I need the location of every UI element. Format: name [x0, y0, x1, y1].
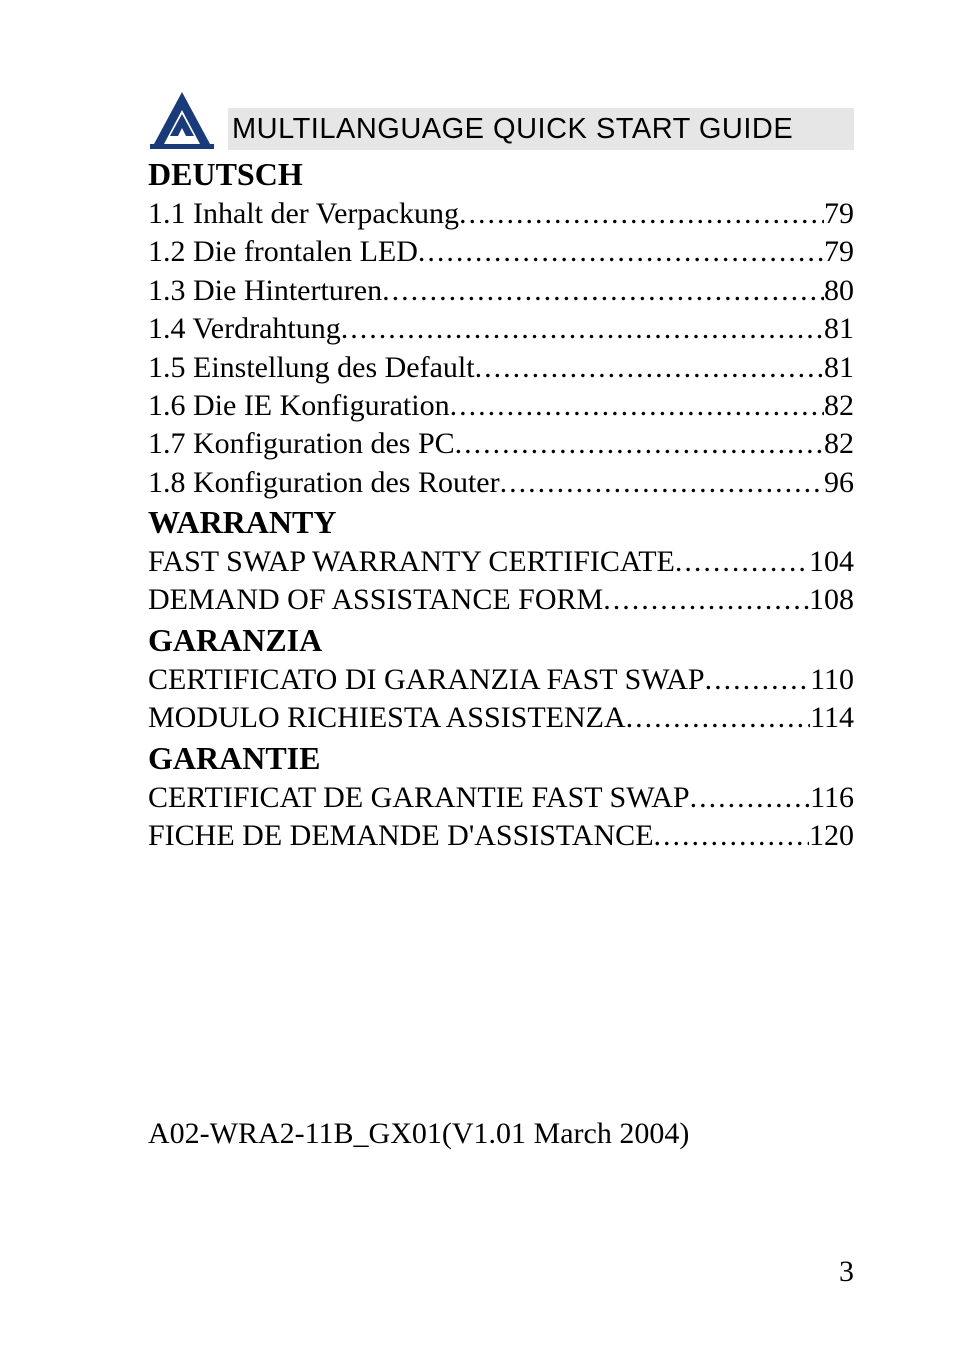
toc-label: FICHE DE DEMANDE D'ASSISTANCE — [148, 817, 654, 855]
toc-label: 1.3 Die Hinterturen — [148, 272, 382, 310]
toc-page: 82 — [824, 425, 854, 463]
toc-page: 116 — [810, 779, 854, 817]
toc-dots — [705, 661, 811, 699]
section-heading-garanzia: GARANZIA — [148, 620, 854, 661]
toc-dots — [626, 699, 810, 737]
section-heading-warranty: WARRANTY — [148, 502, 854, 543]
toc-label: 1.6 Die IE Konfiguration — [148, 387, 450, 425]
section-heading-deutsch: DEUTSCH — [148, 154, 854, 195]
toc-dots — [459, 195, 824, 233]
toc-dots — [455, 425, 824, 463]
toc-page: 96 — [824, 464, 854, 502]
toc-page: 104 — [809, 543, 854, 581]
toc-page: 110 — [810, 661, 854, 699]
toc-label: 1.8 Konfiguration des Router — [148, 464, 500, 502]
section-heading-garantie: GARANTIE — [148, 738, 854, 779]
brand-logo-icon — [148, 90, 216, 150]
toc-label: MODULO RICHIESTA ASSISTENZA — [148, 699, 626, 737]
toc-dots — [675, 543, 809, 581]
toc-label: CERTIFICAT DE GARANTIE FAST SWAP — [148, 779, 690, 817]
toc-entry: 1.7 Konfiguration des PC 82 — [148, 425, 854, 463]
toc-page: 82 — [824, 387, 854, 425]
toc-page: 108 — [809, 581, 854, 619]
toc-dots — [500, 464, 824, 502]
toc-dots — [382, 272, 824, 310]
toc-dots — [654, 817, 809, 855]
toc-entry: 1.8 Konfiguration des Router 96 — [148, 464, 854, 502]
toc-page: 114 — [810, 699, 854, 737]
toc-entry: MODULO RICHIESTA ASSISTENZA 114 — [148, 699, 854, 737]
document-code: A02-WRA2-11B_GX01(V1.01 March 2004) — [148, 1115, 854, 1153]
toc-entry: 1.3 Die Hinterturen 80 — [148, 272, 854, 310]
toc-entry: DEMAND OF ASSISTANCE FORM 108 — [148, 581, 854, 619]
toc-label: 1.2 Die frontalen LED — [148, 233, 418, 271]
toc-entry: 1.4 Verdrahtung 81 — [148, 310, 854, 348]
toc-label: 1.1 Inhalt der Verpackung — [148, 195, 459, 233]
toc-entry: FAST SWAP WARRANTY CERTIFICATE 104 — [148, 543, 854, 581]
toc-page: 81 — [824, 349, 854, 387]
toc-page: 120 — [809, 817, 854, 855]
toc-page: 80 — [824, 272, 854, 310]
toc-entry: 1.1 Inhalt der Verpackung 79 — [148, 195, 854, 233]
toc-entry: FICHE DE DEMANDE D'ASSISTANCE 120 — [148, 817, 854, 855]
toc-dots — [450, 387, 824, 425]
toc-dots — [690, 779, 811, 817]
toc-label: DEMAND OF ASSISTANCE FORM — [148, 581, 603, 619]
toc-page: 81 — [824, 310, 854, 348]
toc-page: 79 — [824, 195, 854, 233]
toc-entry: CERTIFICATO DI GARANZIA FAST SWAP 110 — [148, 661, 854, 699]
toc-dots — [475, 349, 824, 387]
toc-label: CERTIFICATO DI GARANZIA FAST SWAP — [148, 661, 705, 699]
toc-content: DEUTSCH 1.1 Inhalt der Verpackung 79 1.2… — [148, 154, 854, 1154]
toc-entry: 1.6 Die IE Konfiguration 82 — [148, 387, 854, 425]
toc-label: 1.5 Einstellung des Default — [148, 349, 475, 387]
guide-title: MULTILANGUAGE QUICK START GUIDE — [232, 113, 793, 146]
page-number: 3 — [839, 1255, 854, 1289]
header-row: MULTILANGUAGE QUICK START GUIDE — [148, 90, 854, 150]
toc-dots — [603, 581, 809, 619]
toc-entry: 1.5 Einstellung des Default 81 — [148, 349, 854, 387]
toc-label: 1.7 Konfiguration des PC — [148, 425, 455, 463]
toc-dots — [341, 310, 824, 348]
toc-entry: CERTIFICAT DE GARANTIE FAST SWAP 116 — [148, 779, 854, 817]
title-bar: MULTILANGUAGE QUICK START GUIDE — [228, 108, 854, 150]
toc-label: FAST SWAP WARRANTY CERTIFICATE — [148, 543, 675, 581]
toc-dots — [418, 233, 824, 271]
toc-label: 1.4 Verdrahtung — [148, 310, 341, 348]
toc-page: 79 — [824, 233, 854, 271]
toc-entry: 1.2 Die frontalen LED 79 — [148, 233, 854, 271]
